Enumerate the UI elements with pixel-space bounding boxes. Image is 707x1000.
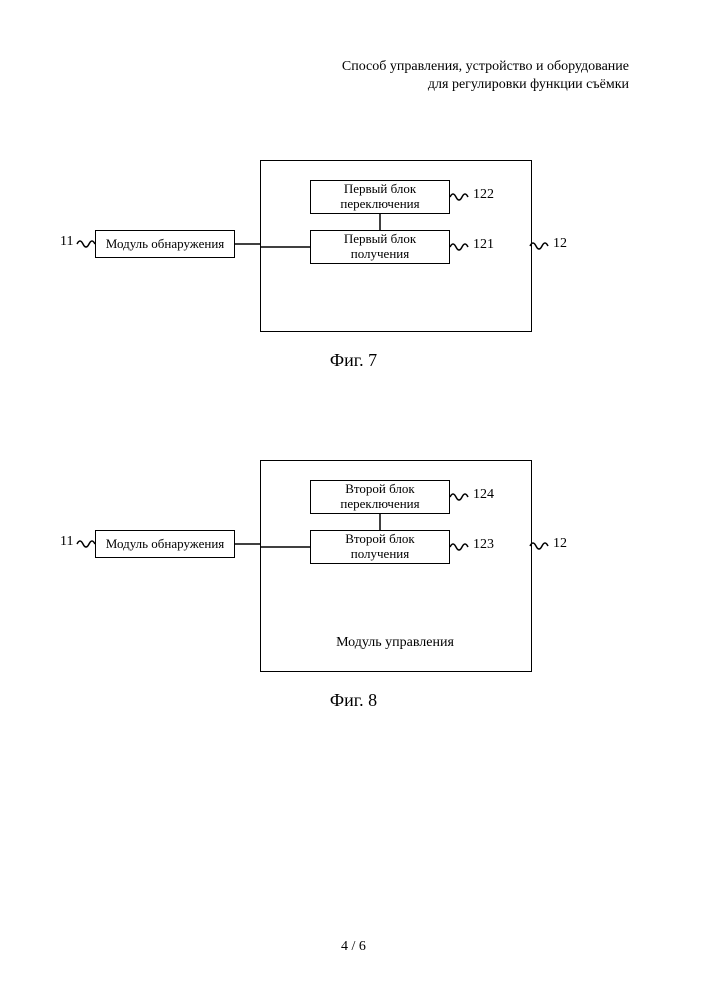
fig7-block-bottom-ref: 121 [473, 237, 494, 253]
fig8-detect-module-box: Модуль обнаружения [95, 530, 235, 558]
fig8-outer-ref: 12 [553, 536, 567, 552]
fig7-block-top-l2: переключения [340, 196, 419, 211]
fig8-caption: Фиг. 8 [0, 690, 707, 711]
fig7-block-bottom-text: Первый блок получения [344, 232, 416, 262]
header-line-2: для регулировки функции съёмки [428, 77, 629, 92]
fig8-detect-module-label: Модуль обнаружения [106, 537, 225, 552]
fig8-conn-detect-outer [235, 543, 261, 545]
fig7-block-top-ref: 122 [473, 187, 494, 203]
fig7-outer-ref: 12 [553, 236, 567, 252]
fig8-block-bottom-text: Второй блок получения [345, 532, 414, 562]
header-line-1: Способ управления, устройство и оборудов… [342, 59, 629, 74]
fig8-detect-ref: 11 [60, 534, 73, 550]
page: Способ управления, устройство и оборудов… [0, 0, 707, 1000]
figure-8: Модуль обнаружения 11 12 Второй блок пер… [0, 440, 707, 740]
fig8-block-bottom-l2: получения [351, 546, 409, 561]
fig8-block-top-l2: переключения [340, 496, 419, 511]
fig8-block-bottom: Второй блок получения [310, 530, 450, 564]
fig8-outer-ref-squiggle [530, 538, 552, 554]
fig7-block-top-l1: Первый блок [344, 181, 416, 196]
fig8-block-top-text: Второй блок переключения [340, 482, 419, 512]
fig7-block-top: Первый блок переключения [310, 180, 450, 214]
fig7-detect-module-label: Модуль обнаружения [106, 237, 225, 252]
fig7-conn-detect-outer [235, 243, 261, 245]
fig8-inside-label: Модуль управления [260, 635, 530, 651]
fig7-block-bottom: Первый блок получения [310, 230, 450, 264]
fig7-block-bottom-l2: получения [351, 246, 409, 261]
fig8-detect-ref-squiggle [77, 536, 97, 552]
fig8-block-top: Второй блок переключения [310, 480, 450, 514]
page-number: 4 / 6 [0, 939, 707, 955]
fig7-detect-module-box: Модуль обнаружения [95, 230, 235, 258]
fig8-block-bottom-l1: Второй блок [345, 531, 414, 546]
fig7-detect-ref: 11 [60, 234, 73, 250]
fig7-block-bottom-l1: Первый блок [344, 231, 416, 246]
fig8-block-bottom-ref: 123 [473, 537, 494, 553]
fig7-detect-ref-squiggle [77, 236, 97, 252]
fig7-caption: Фиг. 7 [0, 350, 707, 371]
figure-7: Модуль обнаружения 11 12 Первый блок пер… [0, 140, 707, 400]
fig8-block-top-ref: 124 [473, 487, 494, 503]
fig7-block-top-text: Первый блок переключения [340, 182, 419, 212]
page-header: Способ управления, устройство и оборудов… [269, 58, 629, 93]
fig8-block-top-l1: Второй блок [345, 481, 414, 496]
fig7-outer-ref-squiggle [530, 238, 552, 254]
